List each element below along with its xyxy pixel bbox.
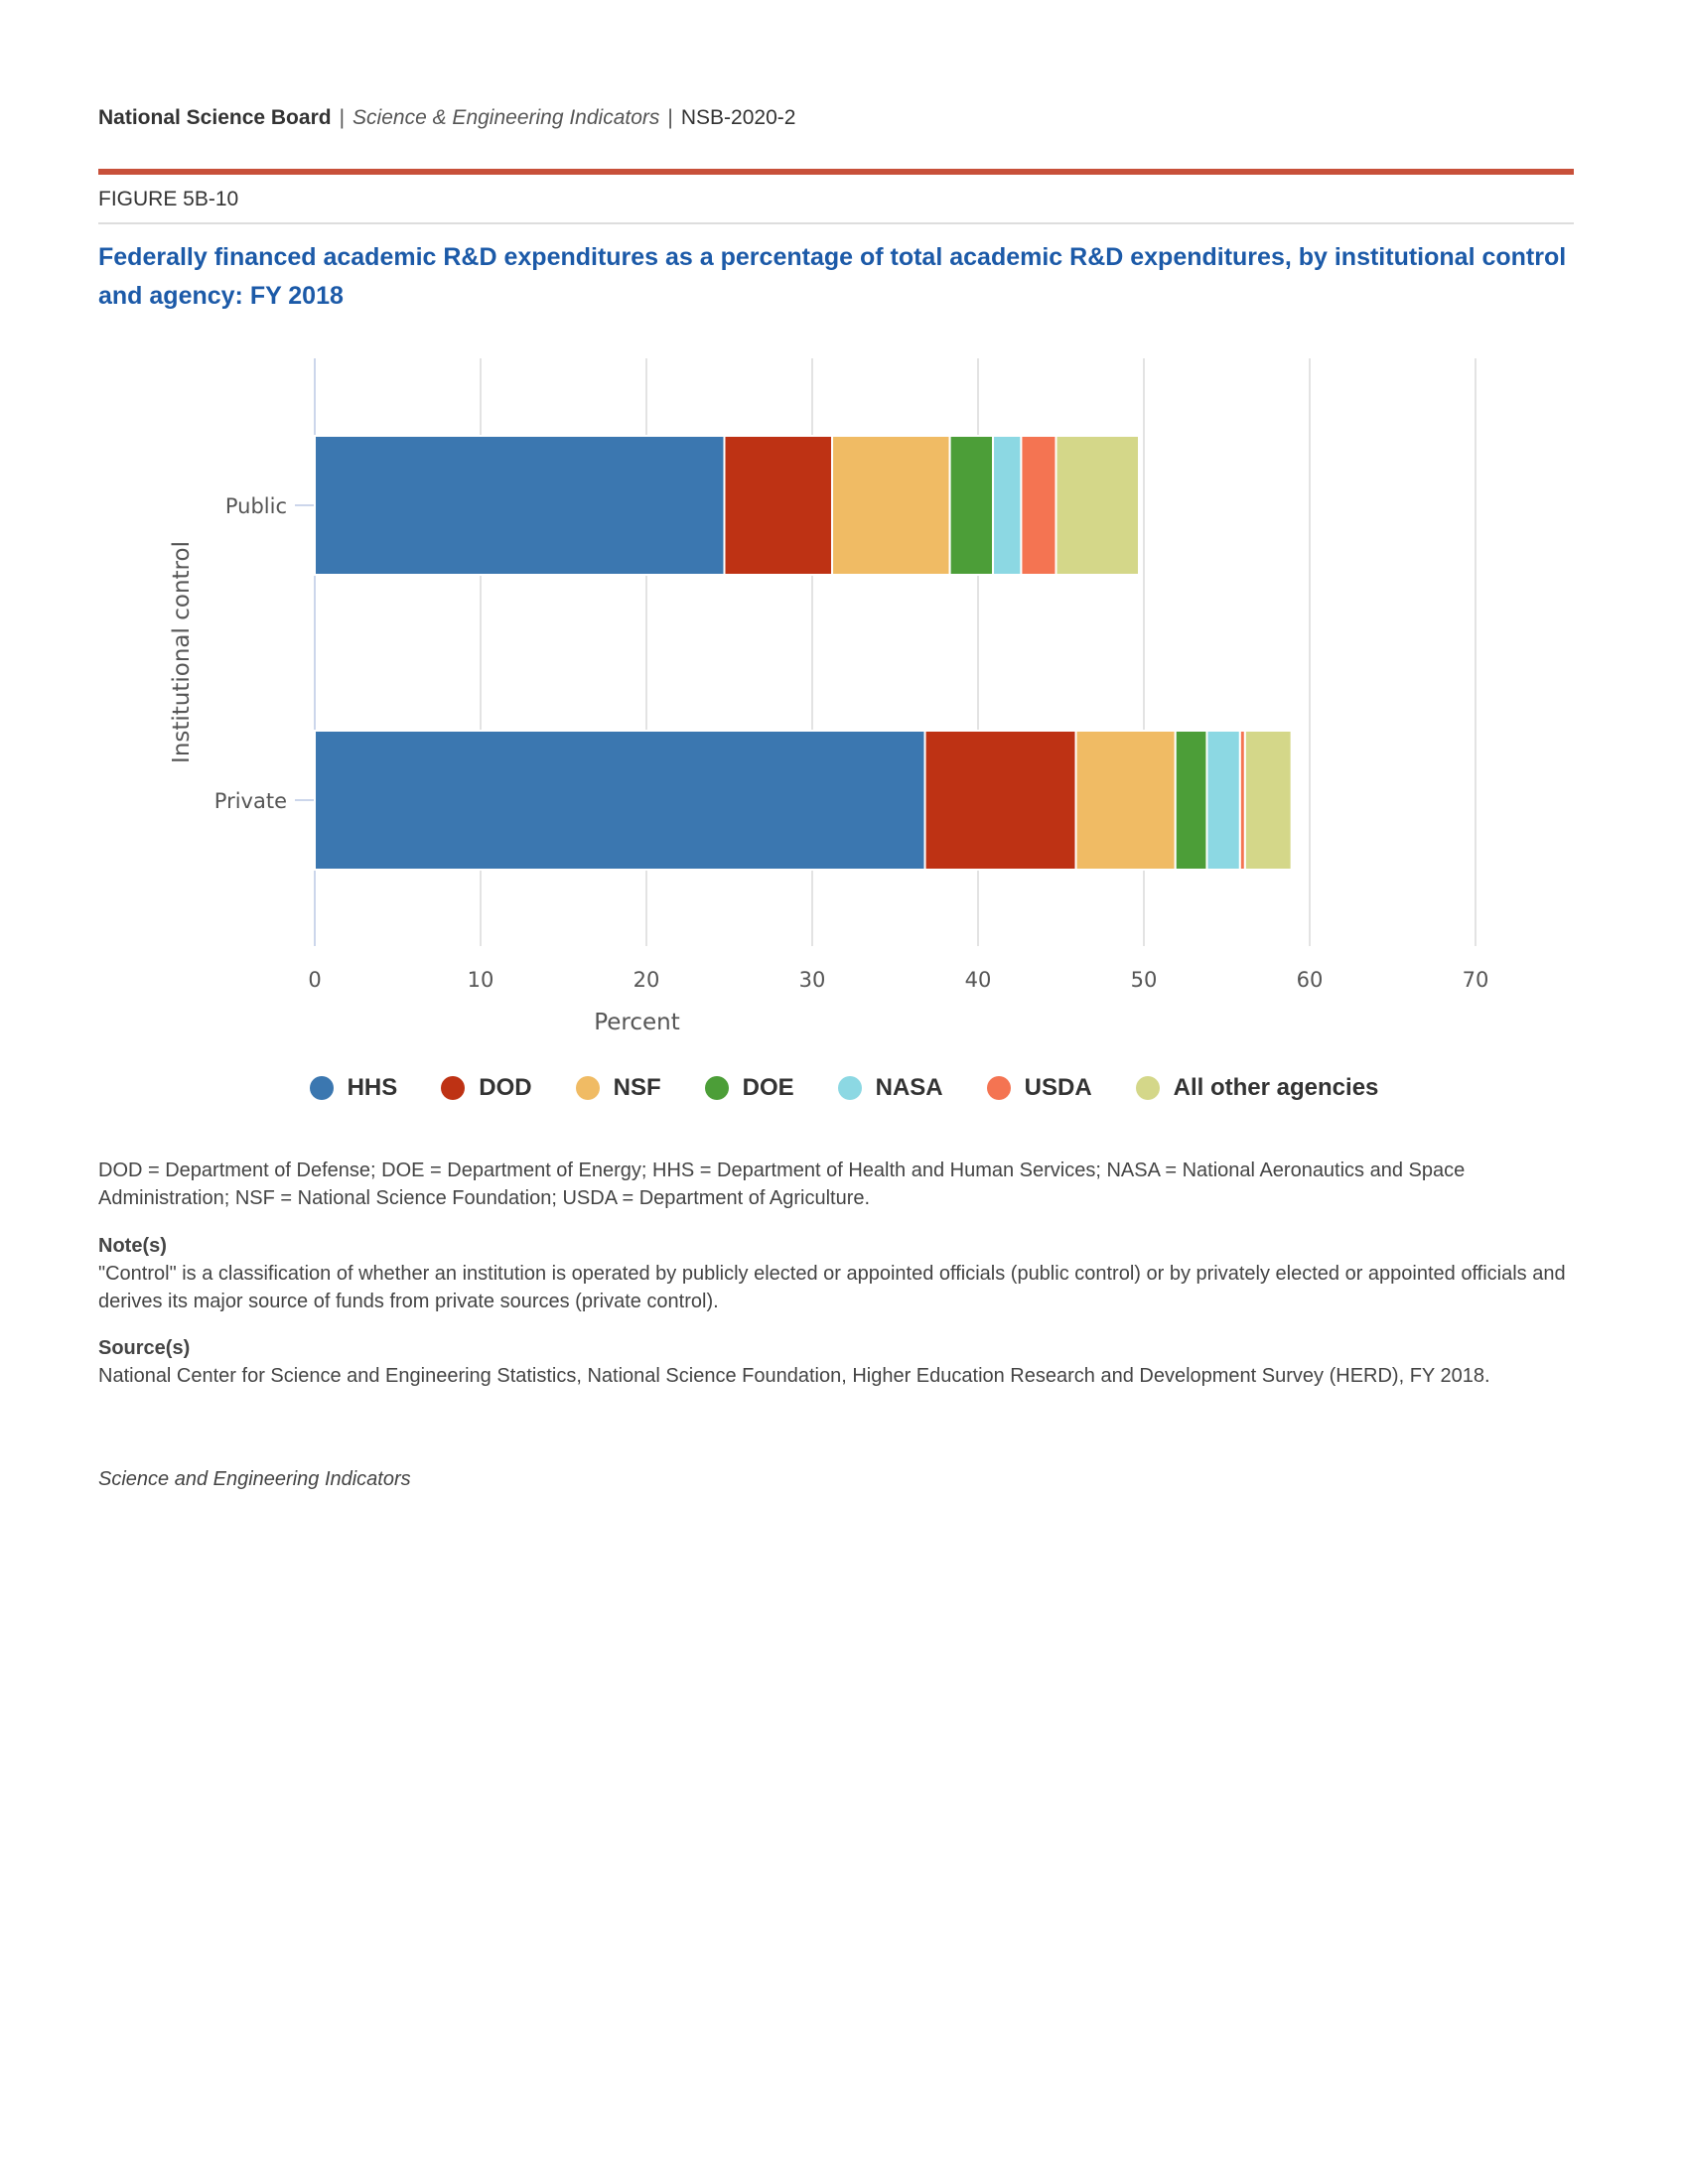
publication-name: Science & Engineering Indicators <box>352 106 660 129</box>
legend-dot-icon <box>986 1076 1011 1100</box>
legend-item[interactable]: USDA <box>986 1074 1092 1102</box>
bar-hhs-public <box>314 435 726 576</box>
accent-divider <box>98 169 1574 175</box>
bar-dod-private <box>923 730 1077 871</box>
source-section: Source(s) National Center for Science an… <box>98 1334 1588 1390</box>
legend-label: HHS <box>347 1074 398 1101</box>
legend-label: DOE <box>742 1074 794 1101</box>
source-text: National Center for Science and Engineer… <box>98 1365 1490 1387</box>
header-line: National Science Board | Science & Enginee… <box>98 106 796 129</box>
x-tick-label: 10 <box>468 968 494 992</box>
legend-label: All other agencies <box>1173 1074 1379 1101</box>
legend-item[interactable]: NSF <box>575 1074 661 1102</box>
footer-text: Science and Engineering Indicators <box>98 1468 411 1490</box>
legend: HHS DOD NSF DOE NASA USDA All other agencies <box>0 1074 1688 1102</box>
bar-doe-private <box>1174 730 1208 871</box>
bar-chart: 0 10 20 30 40 50 60 70 Percent Institutional cont… <box>169 358 1489 1035</box>
legend-dot-icon <box>575 1076 600 1100</box>
report-id: NSB-2020-2 <box>680 106 796 129</box>
legend-item[interactable]: DOE <box>704 1074 794 1102</box>
legend-dot-icon <box>309 1076 334 1100</box>
legend-dot-icon <box>837 1076 862 1100</box>
chart-title: Federally financed academic R&D expendit… <box>98 243 1567 310</box>
y-tick-label: Public <box>225 494 287 518</box>
bar-all-other-agencies-public <box>1055 435 1140 576</box>
bar-all-other-agencies-private <box>1243 730 1293 871</box>
x-tick-label: 60 <box>1297 968 1324 992</box>
y-tick-label: Private <box>214 789 287 813</box>
figure-label: FIGURE 5B-10 <box>98 188 239 210</box>
y-axis-title: Institutional control <box>169 541 195 763</box>
x-tick-label: 20 <box>633 968 660 992</box>
bar-dod-public <box>723 435 834 576</box>
x-tick-label: 40 <box>965 968 992 992</box>
bar-hhs-private <box>314 730 926 871</box>
bar-nasa-public <box>992 435 1023 576</box>
x-axis-title: Percent <box>594 1010 680 1035</box>
bar-usda-public <box>1020 435 1057 576</box>
bar-doe-public <box>948 435 995 576</box>
x-tick-label: 0 <box>308 968 321 992</box>
legend-dot-icon <box>704 1076 729 1100</box>
legend-item[interactable]: DOD <box>441 1074 532 1102</box>
x-tick-label: 30 <box>799 968 826 992</box>
notes-section: Note(s) "Control" is a classification of… <box>98 1232 1588 1315</box>
source-heading: Source(s) <box>98 1337 191 1359</box>
legend-item[interactable]: NASA <box>837 1074 943 1102</box>
legend-label: DOD <box>479 1074 532 1101</box>
legend-label: USDA <box>1024 1074 1092 1101</box>
bar-nasa-private <box>1205 730 1241 871</box>
legend-dot-icon <box>1135 1076 1160 1100</box>
legend-label: NASA <box>875 1074 943 1101</box>
bar-nsf-public <box>831 435 951 576</box>
org-name: National Science Board <box>98 106 332 129</box>
x-tick-label: 50 <box>1131 968 1158 992</box>
x-tick-label: 70 <box>1463 968 1489 992</box>
notes-heading: Note(s) <box>98 1235 167 1257</box>
legend-label: NSF <box>613 1074 661 1101</box>
legend-dot-icon <box>441 1076 466 1100</box>
divider <box>98 222 1574 224</box>
abbreviations: DOD = Department of Defense; DOE = Depar… <box>98 1160 1466 1209</box>
bar-nsf-private <box>1074 730 1177 871</box>
legend-item[interactable]: All other agencies <box>1135 1074 1379 1102</box>
legend-item[interactable]: HHS <box>309 1074 398 1102</box>
notes-text: "Control" is a classification of whether… <box>98 1263 1566 1312</box>
